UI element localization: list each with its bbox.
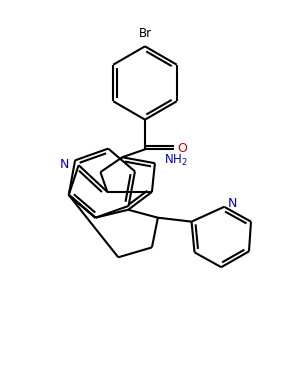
Text: NH$_2$: NH$_2$	[164, 153, 188, 168]
Text: O: O	[178, 142, 188, 155]
Text: N: N	[228, 197, 238, 210]
Text: N: N	[59, 158, 69, 171]
Text: Br: Br	[138, 27, 152, 40]
